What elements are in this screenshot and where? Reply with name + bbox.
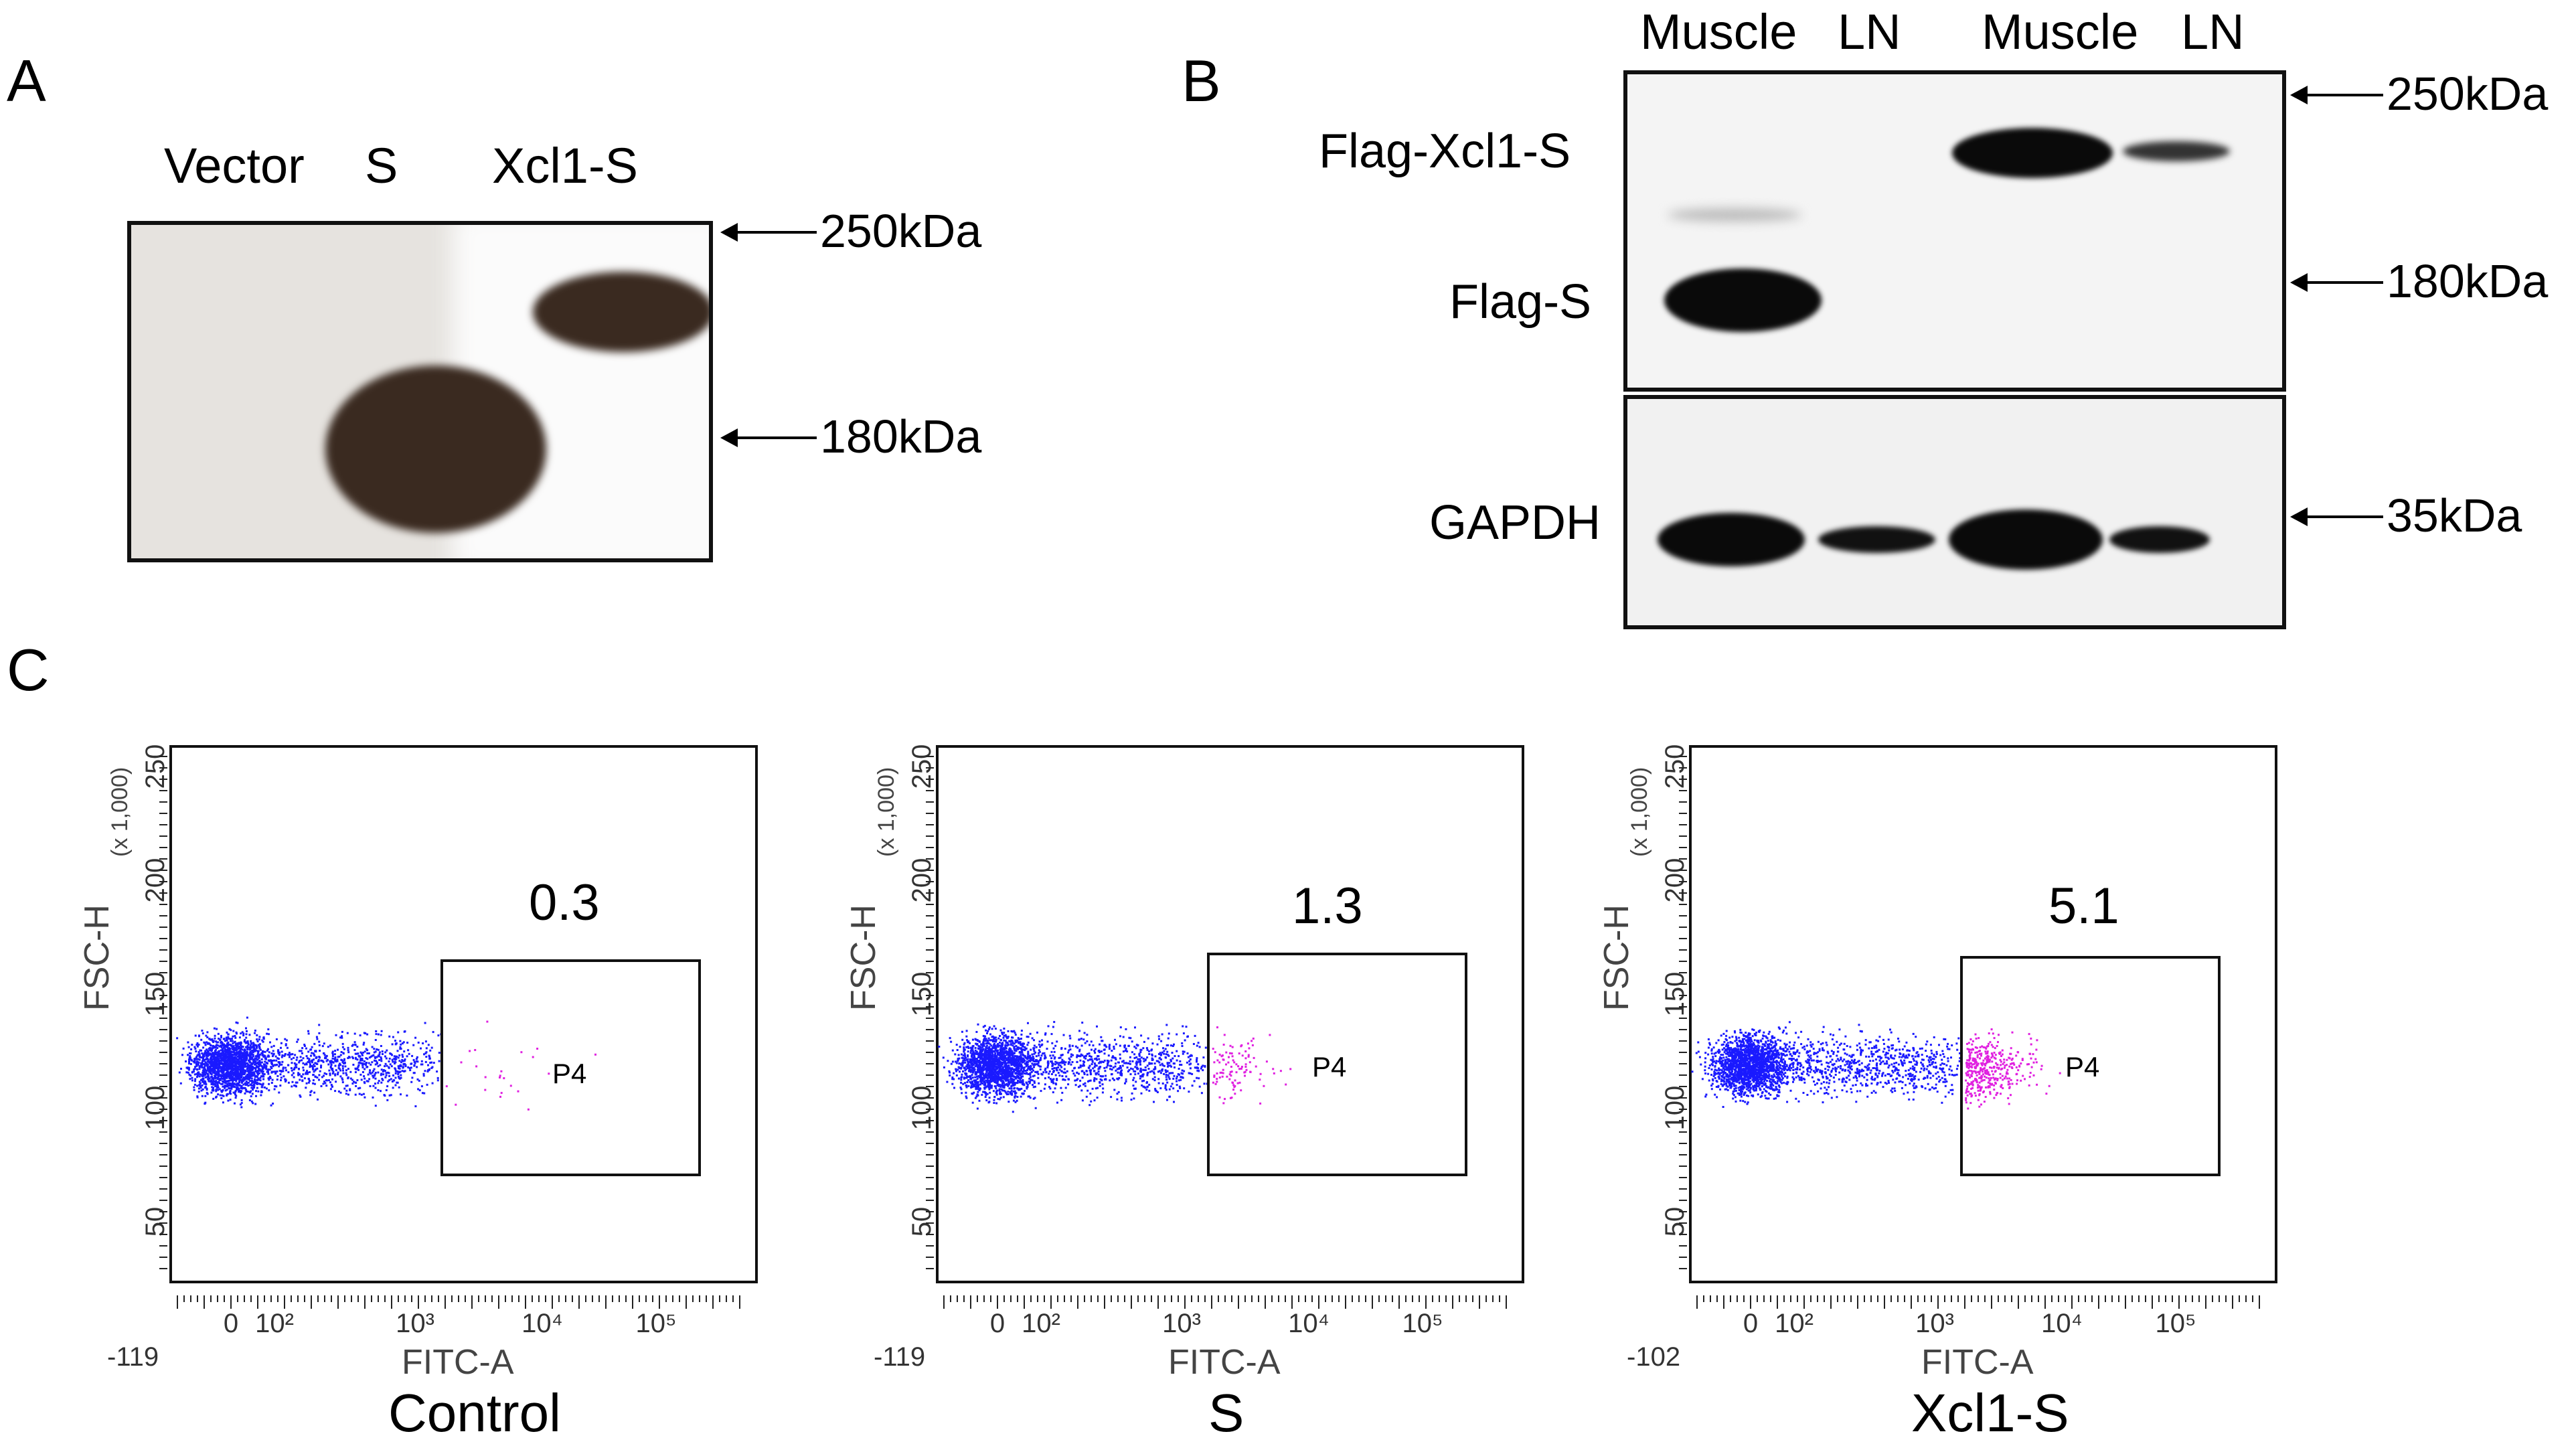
- y-axis-label-s: FSC-H: [843, 904, 884, 1011]
- gapdh-band-3: [1949, 509, 2103, 570]
- y-tick-label: 150: [141, 972, 170, 1017]
- arrow-b-250: [2293, 94, 2383, 96]
- band-label-gapdh: GAPDH: [1429, 495, 1601, 550]
- marker-a-250: 250kDa: [820, 204, 981, 258]
- x-axis-label-s: FITC-A: [1168, 1342, 1281, 1382]
- x-tick-label: 10⁵: [635, 1309, 676, 1338]
- gate-name-xcl1-s: P4: [2065, 1051, 2099, 1083]
- blot-a-band-xcl1-s: [533, 272, 713, 352]
- x-tick-label: 10⁵: [1402, 1309, 1443, 1338]
- arrow-b-180: [2293, 281, 2383, 284]
- x-tick-label: 10³: [1915, 1309, 1954, 1338]
- blot-a-band-s: [325, 366, 546, 533]
- y-tick-label: 150: [1660, 972, 1690, 1017]
- x-tick-label: 0: [224, 1309, 238, 1338]
- x-tick-label: 0: [1743, 1309, 1758, 1338]
- lane-b-ln-1: LN: [1838, 3, 1901, 60]
- x-tick-label: 10⁴: [2041, 1309, 2083, 1338]
- lane-b-muscle-2: Muscle: [1982, 3, 2138, 60]
- caption-control: Control: [388, 1382, 561, 1444]
- y-tick-label: 200: [907, 858, 937, 903]
- arrow-a-180: [723, 436, 817, 439]
- gapdh-band-4: [2109, 526, 2210, 553]
- y-tick-label: 200: [141, 858, 170, 903]
- y-axis-label-control: FSC-H: [77, 904, 117, 1011]
- y-tick-label: 250: [907, 744, 937, 789]
- gate-name-s: P4: [1312, 1051, 1346, 1083]
- lane-label-xcl1-s: Xcl1-S: [492, 137, 638, 194]
- x-axis-label-xcl1-s: FITC-A: [1921, 1342, 2034, 1382]
- y-axis-label-xcl1-s: FSC-H: [1597, 904, 1637, 1011]
- x-tick-label: 10⁴: [1288, 1309, 1330, 1338]
- gate-value-xcl1-s: 5.1: [2048, 877, 2119, 935]
- caption-xcl1-s: Xcl1-S: [1911, 1382, 2069, 1444]
- y-tick-label: 250: [141, 744, 170, 789]
- x-tick-label: 10³: [396, 1309, 434, 1338]
- x-tick-label: 0: [990, 1309, 1005, 1338]
- lane-b-muscle-1: Muscle: [1640, 3, 1797, 60]
- blot-b-band-flag-xcl1-s: [1952, 128, 2113, 178]
- blot-b-smear: [1668, 208, 1801, 222]
- blot-b-band-flag-xcl1-s-ln: [2123, 141, 2230, 161]
- arrow-b-35: [2293, 515, 2383, 518]
- marker-a-180: 180kDa: [820, 410, 981, 463]
- gate-value-control: 0.3: [529, 874, 600, 932]
- y-scale-label-xcl1-s: (x 1,000): [1627, 767, 1653, 857]
- x-tick-label: 10²: [1775, 1309, 1814, 1338]
- y-scale-label-s: (x 1,000): [874, 767, 900, 857]
- x-tick-label: 10²: [1022, 1309, 1060, 1338]
- scatter-points: [938, 1021, 1291, 1113]
- lane-label-s: S: [365, 137, 398, 194]
- band-label-flag-xcl1-s: Flag-Xcl1-S: [1319, 124, 1571, 179]
- x-tick-label: 10⁵: [2155, 1309, 2196, 1338]
- y-scale-label-control: (x 1,000): [107, 767, 133, 857]
- y-tick-label: 250: [1660, 744, 1690, 789]
- x-tick-label: 10⁴: [521, 1309, 563, 1338]
- x-tick-label: 10²: [255, 1309, 294, 1338]
- x-min-control: -119: [107, 1342, 159, 1372]
- gate-name-control: P4: [552, 1058, 586, 1090]
- y-tick-label: 200: [1660, 858, 1690, 903]
- gate-value-s: 1.3: [1292, 877, 1363, 935]
- blot-b-bottom: [1623, 395, 2286, 629]
- gapdh-band-1: [1658, 513, 1805, 566]
- blot-b-band-flag-s: [1664, 268, 1822, 332]
- panel-c-letter: C: [7, 636, 50, 704]
- arrow-a-250: [723, 231, 817, 234]
- x-min-xcl1-s: -102: [1627, 1342, 1680, 1372]
- caption-s: S: [1208, 1382, 1244, 1444]
- y-tick-label: 100: [1660, 1086, 1690, 1131]
- lane-b-ln-2: LN: [2181, 3, 2245, 60]
- x-tick-label: 10³: [1162, 1309, 1201, 1338]
- scatter-points: [176, 1017, 596, 1111]
- panel-b-letter: B: [1182, 47, 1221, 115]
- gapdh-band-2: [1818, 526, 1935, 553]
- lane-label-vector: Vector: [164, 137, 305, 194]
- marker-b-180: 180kDa: [2387, 254, 2548, 308]
- y-tick-label: 100: [907, 1086, 937, 1131]
- blot-a: [127, 221, 713, 562]
- x-axis-label-control: FITC-A: [402, 1342, 514, 1382]
- y-tick-label: 100: [141, 1086, 170, 1131]
- band-label-flag-s: Flag-S: [1449, 274, 1591, 329]
- marker-b-250: 250kDa: [2387, 67, 2548, 121]
- scatter-points: [1692, 1021, 2061, 1109]
- x-min-s: -119: [874, 1342, 925, 1372]
- marker-b-35: 35kDa: [2387, 489, 2522, 542]
- blot-b-top: [1623, 70, 2286, 392]
- y-tick-label: 150: [907, 972, 937, 1017]
- panel-a-letter: A: [7, 47, 46, 115]
